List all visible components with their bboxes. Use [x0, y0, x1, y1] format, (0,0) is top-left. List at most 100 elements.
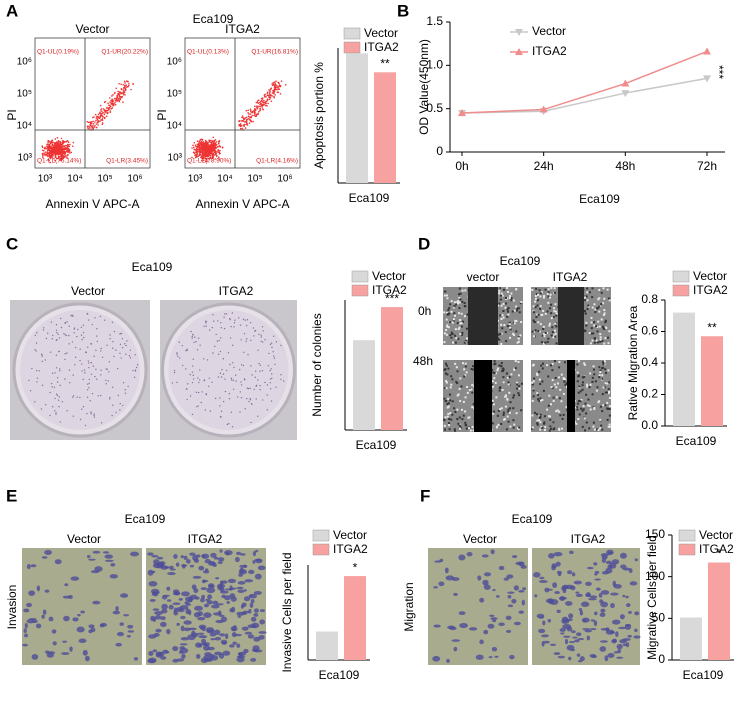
speckle [518, 341, 520, 343]
cell [446, 659, 450, 663]
speckle [445, 373, 447, 375]
speckle [593, 303, 595, 305]
event [124, 94, 126, 96]
event [122, 101, 124, 103]
cell [32, 654, 39, 660]
event [117, 100, 119, 102]
speckle [552, 331, 554, 333]
speckle [497, 368, 499, 370]
cell [515, 562, 522, 565]
event [95, 114, 97, 116]
colony [243, 319, 244, 320]
speckle [606, 402, 608, 404]
colony [87, 313, 88, 314]
cell [626, 642, 629, 647]
speckle [532, 400, 534, 402]
cell [64, 583, 68, 586]
cell [594, 578, 601, 580]
speckle [447, 313, 449, 315]
y-axis-label: Apoptosis portion % [312, 62, 326, 169]
colony [190, 374, 191, 375]
speckle [457, 322, 459, 324]
cell [26, 603, 32, 607]
speckle [517, 361, 519, 363]
cell [627, 635, 631, 638]
speckle [542, 367, 544, 369]
colony [259, 385, 260, 386]
colony [212, 314, 213, 315]
event [240, 125, 242, 127]
colony [273, 336, 274, 337]
cell [512, 555, 517, 558]
speckle [454, 335, 456, 337]
speckle [539, 421, 541, 423]
event [47, 151, 49, 153]
speckle [584, 429, 586, 431]
cell [69, 646, 72, 652]
quadrant-label: Q1-UL(0.13%) [187, 49, 229, 56]
colony [270, 368, 271, 369]
speckle [584, 417, 586, 419]
event [110, 103, 112, 105]
colony [96, 335, 97, 336]
speckle [470, 430, 472, 432]
colony [76, 336, 77, 337]
speckle [550, 304, 552, 306]
cell [166, 587, 170, 591]
colony [217, 340, 218, 341]
speckle [602, 361, 604, 363]
speckle [577, 372, 579, 374]
speckle [514, 320, 516, 322]
colony [201, 402, 202, 403]
colony [190, 395, 191, 396]
colony [90, 411, 91, 412]
panel-title: Eca109 [512, 512, 553, 526]
event [248, 113, 250, 115]
colony [94, 376, 95, 377]
speckle [464, 422, 466, 424]
speckle [558, 411, 560, 413]
speckle [592, 426, 594, 428]
event [65, 147, 67, 149]
speckle [588, 427, 590, 429]
speckle [603, 309, 605, 311]
event [199, 154, 201, 156]
cell [55, 559, 62, 564]
cell [151, 555, 158, 558]
cell [568, 657, 571, 661]
speckle [445, 329, 447, 331]
cell [569, 641, 575, 643]
cell [567, 645, 575, 651]
colony [88, 387, 89, 388]
event [244, 124, 246, 126]
event [94, 125, 96, 127]
speckle [461, 332, 463, 334]
wound-gap [558, 287, 584, 345]
cell [243, 565, 247, 568]
speckle [507, 291, 509, 293]
colony [205, 409, 206, 410]
cell [130, 552, 139, 557]
event [124, 92, 126, 94]
speckle [599, 326, 601, 328]
speckle [515, 360, 517, 362]
event [57, 144, 59, 146]
significance: * [353, 560, 358, 574]
colony [135, 354, 136, 355]
speckle [454, 428, 456, 430]
colony [97, 341, 98, 342]
event [69, 152, 71, 154]
speckle [536, 422, 538, 424]
panel-letter: B [397, 1, 409, 20]
speckle [602, 302, 604, 304]
event [274, 89, 276, 91]
speckle [512, 397, 514, 399]
speckle [465, 363, 467, 365]
speckle [503, 412, 505, 414]
colony [179, 357, 180, 358]
colony [34, 401, 35, 402]
event [60, 150, 62, 152]
event [101, 108, 103, 110]
cell [508, 605, 513, 608]
colony [250, 422, 251, 423]
